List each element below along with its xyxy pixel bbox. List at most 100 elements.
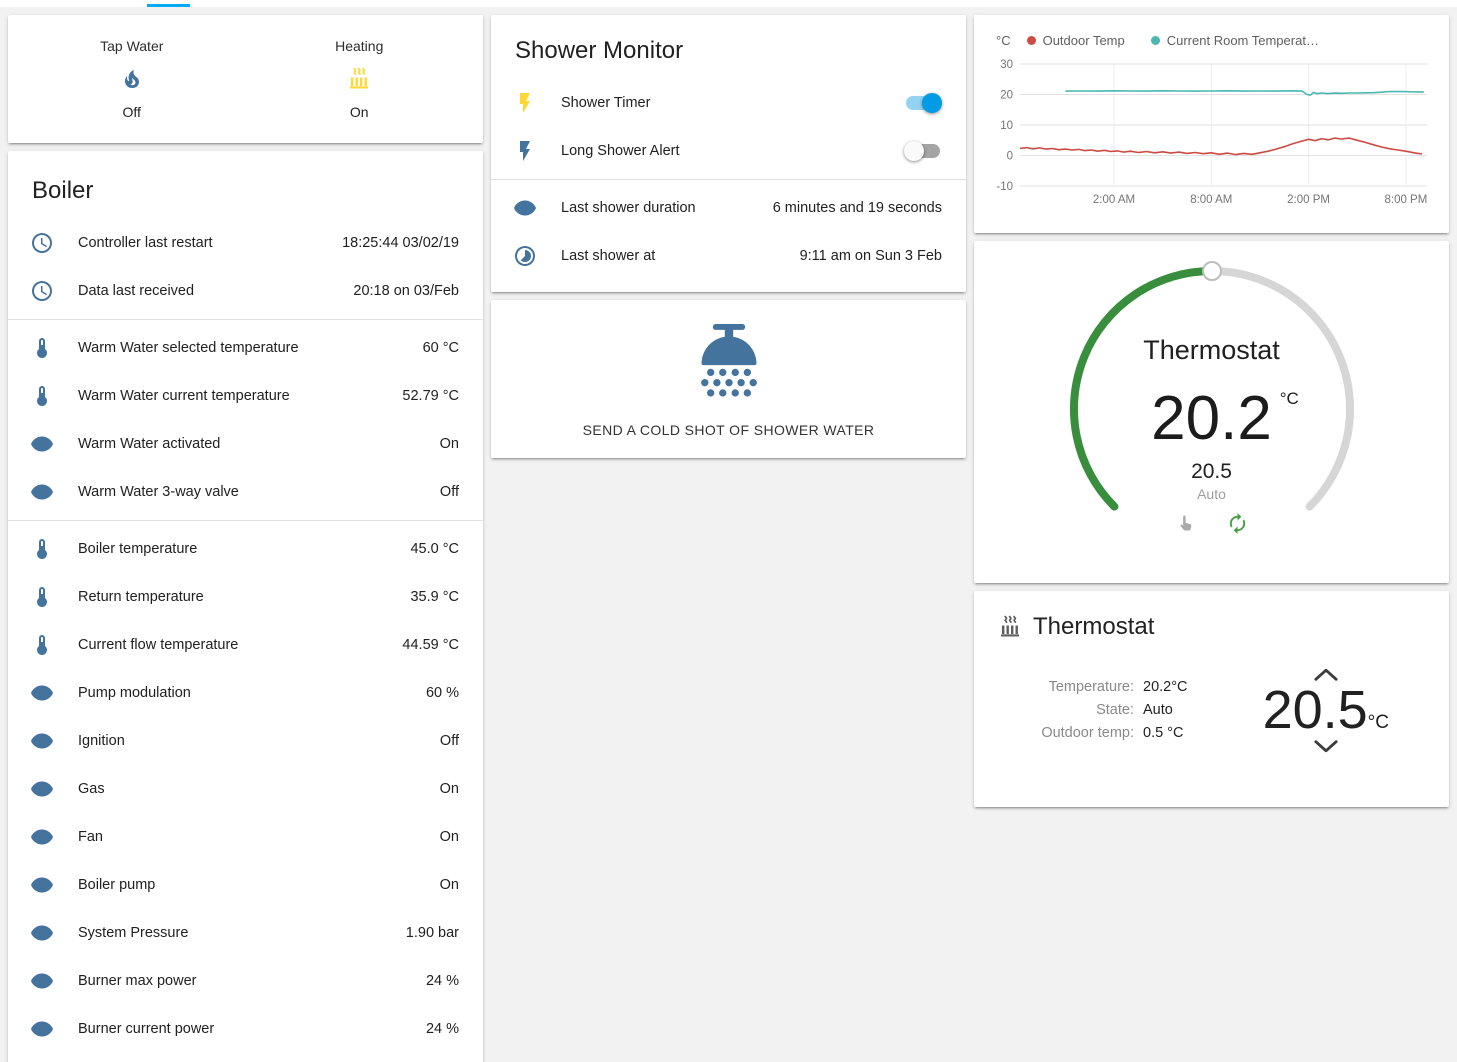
current-temperature: 20.2 °C <box>1151 388 1299 450</box>
entity-value: Off <box>439 484 459 500</box>
svg-text:20: 20 <box>1000 90 1013 102</box>
entity-row[interactable]: Burner current power 24 % <box>24 1005 467 1053</box>
eye-icon <box>30 921 54 945</box>
history-graph-card: °C Outdoor Temp Current Room Temperat… <box>974 15 1449 233</box>
dial-knob <box>1201 261 1222 281</box>
entity-row[interactable]: Last shower duration 6 minutes and 19 se… <box>507 184 950 232</box>
thermometer-icon <box>30 336 54 360</box>
boiler-section-times: Controller last restart 18:25:44 03/02/1… <box>24 219 467 315</box>
eye-icon <box>30 825 54 849</box>
legend-item: Outdoor Temp <box>1026 33 1125 48</box>
entity-name: Tap Water <box>100 38 164 54</box>
entity-name: System Pressure <box>78 925 189 941</box>
entity-row[interactable]: Last shower at 9:11 am on Sun 3 Feb <box>507 232 950 280</box>
view-tabs-bar <box>0 0 1457 7</box>
entity-value: 20:18 on 03/Feb <box>353 283 459 299</box>
svg-text:10: 10 <box>1000 120 1013 132</box>
entity-name: Warm Water 3-way valve <box>78 484 239 500</box>
eye-icon <box>30 873 54 897</box>
column-3: °C Outdoor Temp Current Room Temperat… <box>974 15 1449 807</box>
entity-name: Heating <box>335 38 384 54</box>
eye-icon <box>30 729 54 753</box>
autorenew-icon[interactable] <box>1226 512 1249 535</box>
entity-name: Fan <box>78 829 103 845</box>
info-row: Temperature: 20.2°C <box>1026 679 1188 695</box>
chevron-up-icon[interactable] <box>1312 667 1340 682</box>
entity-value: 9:11 am on Sun 3 Feb <box>799 248 942 264</box>
glance-item[interactable]: Tap Water Off <box>18 38 246 120</box>
entity-row[interactable]: Shower Timer <box>507 79 950 127</box>
dial-content: Thermostat 20.2 °C 20.5 Auto <box>974 241 1449 535</box>
eye-icon <box>30 480 54 504</box>
entity-row[interactable]: Fan On <box>24 813 467 861</box>
legend-dot <box>1150 36 1160 45</box>
entity-row[interactable]: Long Shower Alert <box>507 127 950 175</box>
entity-name: Pump modulation <box>78 685 191 701</box>
entity-name: Gas <box>78 781 105 797</box>
toggle-switch[interactable] <box>904 141 942 161</box>
boiler-section-status: Boiler temperature 45.0 °C Return temper… <box>24 525 467 1053</box>
climate-info: Temperature: 20.2°C State: Auto Outdoor … <box>1026 672 1188 748</box>
clock-icon <box>30 231 54 255</box>
entity-row[interactable]: Gas On <box>24 765 467 813</box>
entity-name: Shower Timer <box>561 95 651 111</box>
entity-row[interactable]: Warm Water activated On <box>24 420 467 468</box>
cold-shot-button-card[interactable]: SEND A COLD SHOT OF SHOWER WATER <box>491 300 966 458</box>
entity-name: Long Shower Alert <box>561 143 680 159</box>
entity-value: 45.0 °C <box>410 541 459 557</box>
svg-text:2:00 AM: 2:00 AM <box>1093 194 1135 206</box>
entity-row[interactable]: Return temperature 35.9 °C <box>24 573 467 621</box>
entity-name: Last shower at <box>561 248 656 264</box>
entity-row[interactable]: Warm Water 3-way valve Off <box>24 468 467 516</box>
touch-icon[interactable] <box>1175 512 1198 535</box>
entity-name: Burner current power <box>78 1021 215 1037</box>
entity-row[interactable]: Controller last restart 18:25:44 03/02/1… <box>24 219 467 267</box>
card-columns: Tap Water Off Heating On Boiler <box>0 7 1457 1062</box>
entity-row[interactable]: Current flow temperature 44.59 °C <box>24 621 467 669</box>
info-row: State: Auto <box>1026 702 1188 718</box>
entity-state: Off <box>122 104 141 120</box>
entity-value: On <box>439 436 459 452</box>
dial-title: Thermostat <box>1143 335 1280 365</box>
entity-name: Last shower duration <box>561 200 696 216</box>
entity-name: Boiler pump <box>78 877 156 893</box>
shower-monitor-card: Shower Monitor Shower Timer <box>491 15 966 292</box>
svg-text:8:00 AM: 8:00 AM <box>1190 194 1232 206</box>
legend-items: Outdoor Temp Current Room Temperat… <box>1026 33 1345 48</box>
chevron-down-icon[interactable] <box>1312 739 1340 754</box>
divider <box>8 319 483 320</box>
thermostat-card: Thermostat Temperature: 20.2°C State: <box>974 591 1449 807</box>
flash-icon <box>513 139 537 163</box>
entity-row[interactable]: Warm Water current temperature 52.79 °C <box>24 372 467 420</box>
shower-toggle-rows: Shower Timer Long Shower Alert <box>507 79 950 175</box>
target-temperature: 20.5 <box>1191 460 1232 483</box>
info-row: Outdoor temp: 0.5 °C <box>1026 725 1188 741</box>
thermostat-dial[interactable] <box>1062 257 1362 557</box>
entity-value: 52.79 °C <box>402 388 459 404</box>
svg-text:0: 0 <box>1007 151 1013 163</box>
timelapse-icon <box>513 244 537 268</box>
fire-icon <box>120 67 144 91</box>
column-2: Shower Monitor Shower Timer <box>491 15 966 458</box>
eye-icon <box>513 196 537 220</box>
hvac-mode: Auto <box>1197 486 1226 502</box>
unit-label: °C <box>1279 389 1299 408</box>
entity-row[interactable]: Data last received 20:18 on 03/Feb <box>24 267 467 315</box>
entity-row[interactable]: Ignition Off <box>24 717 467 765</box>
entity-row[interactable]: Pump modulation 60 % <box>24 669 467 717</box>
glance-item[interactable]: Heating On <box>246 38 474 120</box>
current-temperature-value: 20.2 <box>1151 384 1272 453</box>
svg-text:2:00 PM: 2:00 PM <box>1287 194 1330 206</box>
entity-row[interactable]: Boiler temperature 45.0 °C <box>24 525 467 573</box>
entity-row[interactable]: Warm Water selected temperature 60 °C <box>24 324 467 372</box>
active-tab-indicator[interactable] <box>147 4 190 7</box>
thermometer-icon <box>30 585 54 609</box>
entity-row[interactable]: System Pressure 1.90 bar <box>24 909 467 957</box>
toggle-switch[interactable] <box>904 93 942 113</box>
toggle-thumb <box>904 141 924 161</box>
entity-row[interactable]: Boiler pump On <box>24 861 467 909</box>
divider <box>491 179 966 180</box>
thermostat-dial-card: Thermostat 20.2 °C 20.5 Auto <box>974 241 1449 583</box>
entity-row[interactable]: Burner max power 24 % <box>24 957 467 1005</box>
column-1: Tap Water Off Heating On Boiler <box>8 15 483 1062</box>
